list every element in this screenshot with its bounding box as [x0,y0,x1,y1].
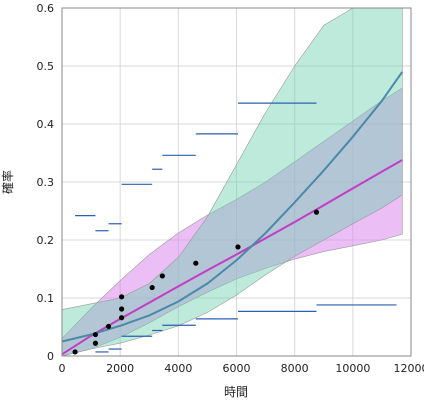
y-tick-label-0: 0 [47,350,54,363]
data-point-10 [235,244,241,250]
y-tick-label-2: 0.2 [37,234,55,247]
data-point-8 [159,273,165,279]
x-axis-label: 時間 [224,385,248,399]
data-point-2 [92,331,99,338]
y-tick-label-4: 0.4 [37,118,55,131]
confidence-band-1 [61,7,403,357]
data-point-6 [119,294,125,300]
data-point-0 [72,349,78,355]
interval-segments [75,102,397,353]
confidence-bands [61,7,403,357]
data-point-4 [119,315,125,321]
data-point-5 [119,306,125,312]
x-tick-label-1: 2000 [106,362,134,375]
data-point-7 [149,284,155,291]
y-tick-label-3: 0.3 [37,176,55,189]
plot-frame [61,7,412,357]
x-tick-label-0: 0 [59,362,66,375]
y-axis-label: 確率 [0,170,15,194]
confidence-band-0 [61,87,403,357]
y-tick-label-5: 0.5 [37,60,55,73]
data-point-11 [313,209,320,215]
x-tick-label-4: 8000 [281,362,309,375]
y-tick-label-1: 0.1 [37,292,55,305]
data-points [72,209,320,355]
data-point-3 [105,323,112,330]
fit-line-1 [61,71,404,343]
data-point-9 [193,260,199,266]
x-tick-label-5: 10000 [335,362,370,375]
data-point-1 [92,340,99,346]
y-tick-label-6: 0.6 [37,2,55,15]
x-tick-label-2: 4000 [164,362,192,375]
x-tick-label-3: 6000 [223,362,251,375]
